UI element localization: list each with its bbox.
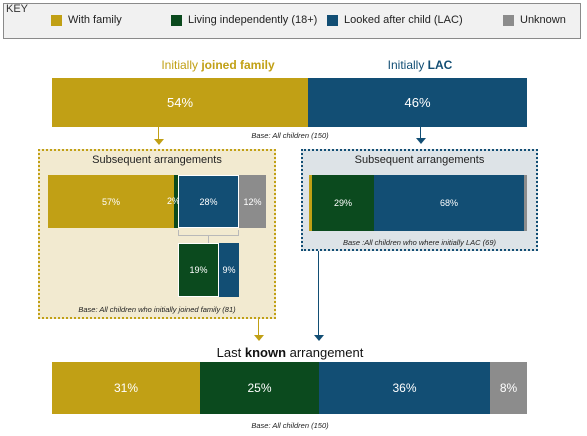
bottom-bar-lac-label: 36% bbox=[392, 381, 417, 395]
connector-lac-down bbox=[420, 127, 421, 139]
arrowhead-family-down bbox=[154, 139, 164, 145]
legend-label-with-family: With family bbox=[68, 14, 122, 26]
left-bar-lac: 28% bbox=[178, 175, 239, 228]
bottom-bar-family: 31% bbox=[52, 362, 200, 414]
left-subbar-lac: 9% bbox=[219, 243, 239, 297]
legend-label-living-independently: Living independently (18+) bbox=[188, 14, 318, 26]
legend-label-lac: Looked after child (LAC) bbox=[344, 14, 463, 26]
right-bar-lac: 68% bbox=[374, 175, 524, 231]
legend-label-unknown: Unknown bbox=[520, 14, 566, 26]
heading-initially-joined-family: Initially joined family bbox=[128, 58, 308, 72]
bottom-heading-pre: Last bbox=[216, 345, 245, 360]
left-bar-independent bbox=[174, 175, 178, 228]
arrowhead-right-panel-down bbox=[314, 335, 324, 341]
left-panel-title: Subsequent arrangements bbox=[92, 154, 222, 166]
bottom-bar-lac: 36% bbox=[319, 362, 490, 414]
top-bar-family-label: 54% bbox=[166, 95, 194, 110]
heading-last-known-arrangement: Last known arrangement bbox=[160, 345, 420, 360]
legend-swatch-independent bbox=[171, 14, 182, 26]
bottom-bar-independent-label: 25% bbox=[247, 381, 272, 395]
left-bracket-stem bbox=[208, 236, 209, 244]
legend-swatch-lac bbox=[327, 14, 338, 26]
bottom-bar-unknown-label: 8% bbox=[499, 381, 518, 395]
bottom-heading-bold: known bbox=[244, 345, 287, 360]
connector-right-panel-down bbox=[318, 251, 319, 336]
heading-initially-lac: Initially LAC bbox=[370, 58, 470, 72]
left-panel-base: Base: All children who initially joined … bbox=[78, 305, 236, 314]
left-subbar-independent: 19% bbox=[178, 243, 219, 297]
arrowhead-left-panel-down bbox=[254, 335, 264, 341]
right-panel-title: Subsequent arrangements bbox=[354, 154, 485, 166]
heading-right-bold: LAC bbox=[427, 58, 453, 72]
bottom-bar-family-label: 31% bbox=[113, 381, 139, 395]
legend-item-with-family: With family bbox=[51, 14, 122, 26]
top-bar-family: 54% bbox=[52, 78, 308, 127]
bottom-bar-independent: 25% bbox=[200, 362, 319, 414]
left-bar-unknown-label: 12% bbox=[243, 196, 262, 207]
right-bar-independent-label: 29% bbox=[333, 198, 352, 208]
legend-item-unknown: Unknown bbox=[503, 14, 566, 26]
bottom-bar-unknown: 8% bbox=[490, 362, 527, 414]
arrowhead-lac-down bbox=[416, 138, 426, 144]
top-bar-lac: 46% bbox=[308, 78, 527, 127]
left-bar-lac-label: 28% bbox=[199, 196, 218, 207]
left-bar-unknown: 12% bbox=[239, 175, 266, 228]
legend-swatch-unknown bbox=[503, 14, 514, 26]
bottom-heading-post: arrangement bbox=[286, 345, 364, 360]
top-bar-lac-label: 46% bbox=[404, 95, 431, 110]
left-subbar-independent-label: 19% bbox=[189, 265, 208, 275]
legend-item-living-independently: Living independently (18+) bbox=[171, 14, 317, 26]
connector-family-down bbox=[158, 127, 159, 140]
left-bracket bbox=[178, 230, 239, 236]
connector-left-panel-down bbox=[258, 319, 259, 336]
right-bar-unknown bbox=[524, 175, 527, 231]
legend-item-lac: Looked after child (LAC) bbox=[327, 14, 463, 26]
right-bar-family bbox=[309, 175, 312, 231]
key-legend bbox=[3, 3, 581, 39]
heading-right-pre: Initially bbox=[387, 58, 428, 72]
heading-left-pre: Initially bbox=[161, 58, 202, 72]
left-bar-independent-label: 2% bbox=[167, 196, 181, 206]
right-panel-base: Base :All children who where initially L… bbox=[343, 238, 496, 247]
left-subbar-lac-label: 9% bbox=[222, 265, 236, 275]
left-bar-family-label: 57% bbox=[101, 196, 120, 207]
legend-swatch-family bbox=[51, 14, 62, 26]
heading-left-bold: joined family bbox=[201, 58, 275, 72]
left-bar-family: 57% bbox=[48, 175, 174, 228]
key-title: KEY bbox=[6, 3, 29, 15]
bottom-base-label: Base: All children (150) bbox=[251, 421, 329, 430]
top-base-label: Base: All children (150) bbox=[251, 131, 329, 140]
right-bar-lac-label: 68% bbox=[439, 198, 458, 208]
right-bar-independent: 29% bbox=[312, 175, 374, 231]
